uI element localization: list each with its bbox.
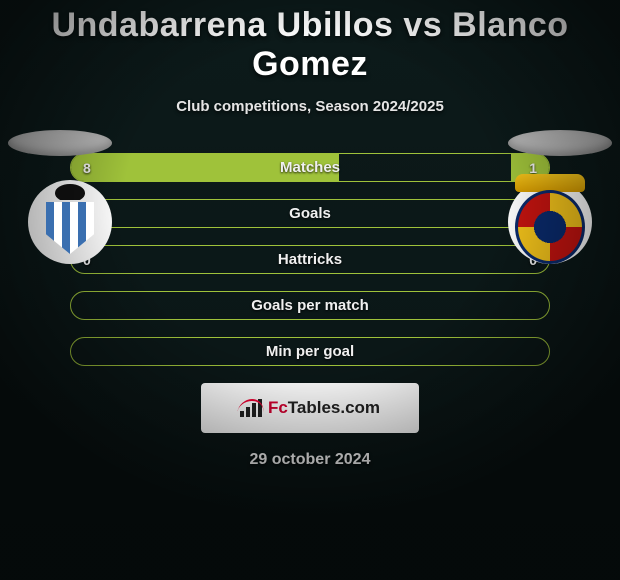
logo-text: FcTables.com bbox=[268, 398, 380, 418]
stat-label: Matches bbox=[71, 154, 549, 181]
site-logo: FcTables.com bbox=[201, 383, 419, 433]
stat-row: 8 Matches 1 bbox=[70, 153, 550, 182]
stat-rows: 8 Matches 1 0 Goals 0 0 Hattricks 0 Goal… bbox=[70, 153, 550, 366]
stat-row: Goals per match bbox=[70, 291, 550, 320]
stat-label: Goals per match bbox=[71, 292, 549, 319]
date-label: 29 october 2024 bbox=[0, 451, 620, 469]
bar-chart-icon bbox=[240, 399, 262, 417]
stat-label: Min per goal bbox=[71, 338, 549, 365]
stat-value-right: 0 bbox=[529, 246, 537, 273]
stat-label: Hattricks bbox=[71, 246, 549, 273]
stat-value-right: 1 bbox=[529, 154, 537, 181]
stat-label: Goals bbox=[71, 200, 549, 227]
stat-value-right: 0 bbox=[529, 200, 537, 227]
logo-text-fc: Fc bbox=[268, 398, 288, 417]
stat-row: 0 Hattricks 0 bbox=[70, 245, 550, 274]
stat-row: Min per goal bbox=[70, 337, 550, 366]
logo-text-tables: Tables bbox=[288, 398, 341, 417]
page-title: Undabarrena Ubillos vs Blanco Gomez bbox=[0, 0, 620, 84]
subtitle: Club competitions, Season 2024/2025 bbox=[0, 98, 620, 115]
stat-row: 0 Goals 0 bbox=[70, 199, 550, 228]
logo-text-com: .com bbox=[340, 398, 380, 417]
